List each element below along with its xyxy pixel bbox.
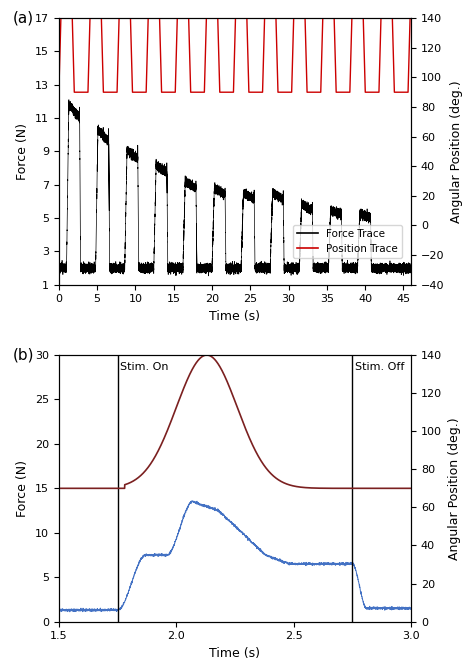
Text: (a): (a) xyxy=(13,10,34,25)
Text: Stim. On: Stim. On xyxy=(120,362,169,372)
Y-axis label: Angular Position (deg.): Angular Position (deg.) xyxy=(447,417,461,560)
X-axis label: Time (s): Time (s) xyxy=(210,647,261,660)
Text: Stim. Off: Stim. Off xyxy=(355,362,405,372)
Y-axis label: Force (N): Force (N) xyxy=(17,460,29,517)
Y-axis label: Force (N): Force (N) xyxy=(17,123,29,180)
Legend: Force Trace, Position Trace: Force Trace, Position Trace xyxy=(293,225,402,258)
Text: (b): (b) xyxy=(13,347,35,362)
X-axis label: Time (s): Time (s) xyxy=(210,310,261,323)
Y-axis label: Angular Position (deg.): Angular Position (deg.) xyxy=(450,80,463,223)
